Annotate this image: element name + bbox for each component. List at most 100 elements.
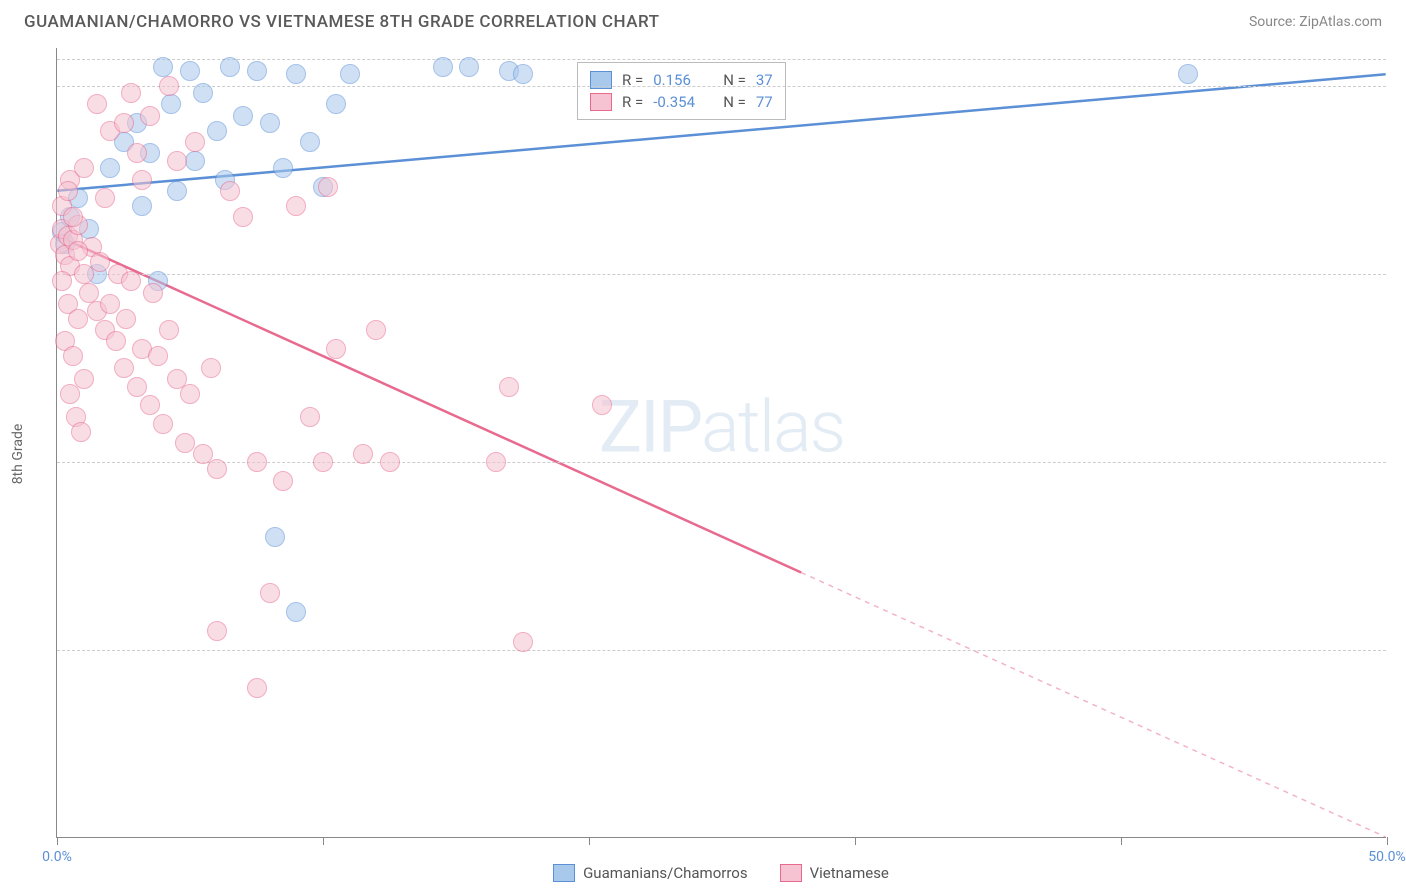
legend-row: R =-0.354N =77: [590, 91, 773, 113]
legend-label: Guamanians/Chamorros: [583, 864, 747, 882]
data-point: [63, 207, 83, 227]
source-label: Source: ZipAtlas.com: [1249, 14, 1382, 30]
data-point: [79, 283, 99, 303]
data-point: [286, 196, 306, 216]
regression-lines: [57, 48, 1386, 837]
data-point: [286, 602, 306, 622]
data-point: [60, 384, 80, 404]
data-point: [486, 452, 506, 472]
data-point: [273, 158, 293, 178]
data-point: [366, 320, 386, 340]
data-point: [318, 177, 338, 197]
data-point: [499, 377, 519, 397]
data-point: [100, 294, 120, 314]
data-point: [233, 106, 253, 126]
data-point: [116, 309, 136, 329]
legend-swatch: [553, 864, 575, 882]
legend-label: Vietnamese: [810, 864, 889, 882]
data-point: [380, 452, 400, 472]
data-point: [185, 151, 205, 171]
data-point: [121, 83, 141, 103]
data-point: [273, 471, 293, 491]
data-point: [148, 346, 168, 366]
data-point: [207, 459, 227, 479]
x-tick: [1121, 837, 1122, 845]
data-point: [300, 132, 320, 152]
legend-item: Guamanians/Chamorros: [553, 864, 747, 882]
data-point: [159, 76, 179, 96]
watermark: ZIPatlas: [599, 384, 844, 469]
data-point: [286, 64, 306, 84]
legend-row: R =0.156N =37: [590, 69, 773, 91]
data-point: [161, 94, 181, 114]
scatter-chart: ZIPatlas R =0.156N =37R =-0.354N =77 85.…: [56, 48, 1386, 838]
data-point: [247, 678, 267, 698]
data-point: [106, 331, 126, 351]
x-tick: [1387, 837, 1388, 845]
x-tick: [57, 837, 58, 845]
data-point: [52, 271, 72, 291]
data-point: [121, 271, 141, 291]
data-point: [175, 433, 195, 453]
data-point: [300, 407, 320, 427]
data-point: [127, 377, 147, 397]
data-point: [132, 170, 152, 190]
data-point: [193, 83, 213, 103]
data-point: [207, 121, 227, 141]
data-point: [220, 57, 240, 77]
data-point: [180, 61, 200, 81]
data-point: [63, 346, 83, 366]
data-point: [220, 181, 240, 201]
data-point: [247, 452, 267, 472]
data-point: [153, 57, 173, 77]
data-point: [353, 444, 373, 464]
data-point: [167, 181, 187, 201]
data-point: [201, 358, 221, 378]
gridline: [57, 86, 1386, 87]
legend-item: Vietnamese: [780, 864, 889, 882]
data-point: [143, 283, 163, 303]
data-point: [68, 309, 88, 329]
legend-swatch: [590, 93, 612, 111]
data-point: [140, 395, 160, 415]
x-tick-label: 50.0%: [1368, 849, 1406, 865]
data-point: [114, 113, 134, 133]
y-axis-label: 8th Grade: [10, 424, 26, 485]
data-point: [513, 64, 533, 84]
data-point: [340, 64, 360, 84]
x-tick: [855, 837, 856, 845]
data-point: [260, 113, 280, 133]
data-point: [127, 143, 147, 163]
data-point: [100, 158, 120, 178]
gridline: [57, 274, 1386, 275]
data-point: [74, 158, 94, 178]
data-point: [58, 181, 78, 201]
data-point: [313, 452, 333, 472]
data-point: [132, 196, 152, 216]
legend-swatch: [780, 864, 802, 882]
data-point: [326, 94, 346, 114]
data-point: [167, 151, 187, 171]
data-point: [153, 414, 173, 434]
data-point: [260, 583, 280, 603]
gridline: [57, 650, 1386, 651]
data-point: [114, 358, 134, 378]
correlation-legend: R =0.156N =37R =-0.354N =77: [577, 62, 786, 120]
data-point: [247, 61, 267, 81]
data-point: [592, 395, 612, 415]
chart-title: GUAMANIAN/CHAMORRO VS VIETNAMESE 8TH GRA…: [24, 12, 659, 32]
data-point: [140, 106, 160, 126]
data-point: [513, 632, 533, 652]
data-point: [95, 188, 115, 208]
x-tick: [323, 837, 324, 845]
data-point: [180, 384, 200, 404]
data-point: [459, 57, 479, 77]
data-point: [265, 527, 285, 547]
x-tick: [589, 837, 590, 845]
data-point: [233, 207, 253, 227]
x-tick-label: 0.0%: [42, 849, 72, 865]
data-point: [71, 422, 91, 442]
data-point: [1178, 64, 1198, 84]
data-point: [90, 252, 110, 272]
data-point: [185, 132, 205, 152]
